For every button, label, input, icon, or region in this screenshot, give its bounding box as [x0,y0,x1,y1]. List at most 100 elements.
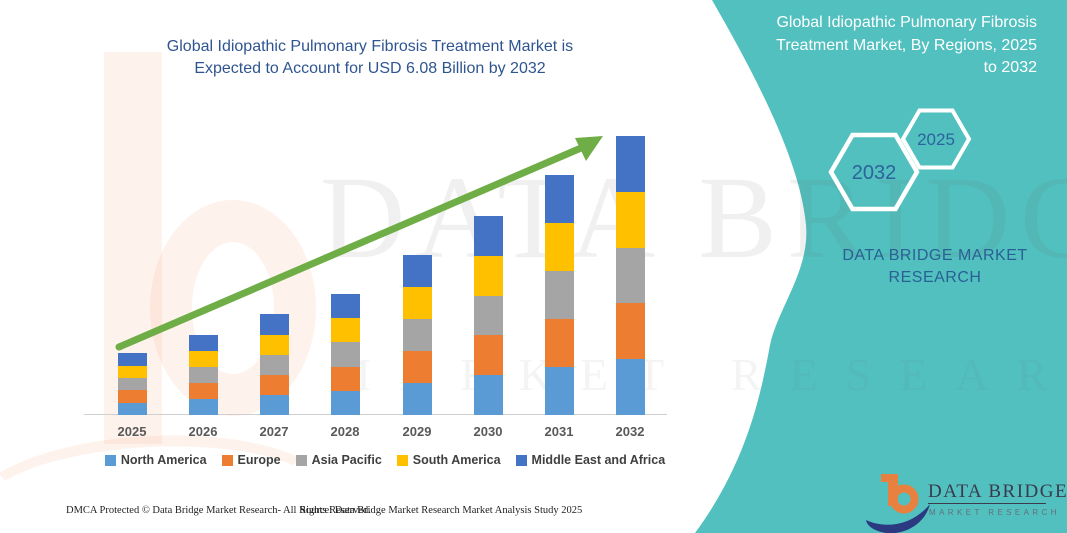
legend-label: South America [412,453,501,467]
segment-south-america-2026 [188,351,218,367]
segment-asia-pacific-2025 [117,377,147,391]
x-axis-label-2031: 2031 [544,424,574,439]
segment-south-america-2025 [117,365,147,378]
x-axis-line [84,414,667,415]
segment-europe-2026 [188,382,218,399]
segment-europe-2030 [473,335,503,376]
legend-item-europe: Europe [221,453,281,467]
bar-2027 [259,314,289,415]
segment-middle-east-and-africa-2029 [402,255,432,288]
legend-swatch-icon [515,454,527,466]
segment-asia-pacific-2030 [473,295,503,336]
legend-swatch-icon [295,454,307,466]
panel-title: Global Idiopathic Pulmonary Fibrosis Tre… [710,12,1037,80]
legend-label: Asia Pacific [311,453,382,467]
bar-2026 [188,335,218,415]
logo-title-text: DATA BRIDGE [928,481,1067,502]
segment-europe-2029 [402,351,432,383]
brand-text: DATA BRIDGE MARKET RESEARCH [785,245,1067,289]
panel-title-line1: Global Idiopathic Pulmonary Fibrosis [776,14,1037,31]
legend-swatch-icon [104,454,116,466]
hexagon-2025-icon [900,108,972,170]
logo-swoosh-icon [866,504,930,533]
chart-title-line2: Expected to Account for USD 6.08 Billion… [194,60,546,77]
segment-middle-east-and-africa-2026 [188,335,218,351]
bar-2030 [473,216,503,415]
chart-title: Global Idiopathic Pulmonary Fibrosis Tre… [128,36,612,80]
segment-europe-2031 [544,319,574,367]
segment-asia-pacific-2031 [544,271,574,320]
segment-south-america-2029 [402,287,432,320]
x-axis-label-2027: 2027 [259,424,289,439]
legend-swatch-icon [221,454,233,466]
x-axis-label-2026: 2026 [188,424,218,439]
legend-label: Middle East and Africa [531,453,666,467]
bar-2029 [402,255,432,415]
segment-europe-2032 [615,303,645,360]
segment-south-america-2030 [473,255,503,296]
segment-north-america-2026 [188,398,218,415]
segment-middle-east-and-africa-2027 [259,314,289,335]
segment-north-america-2032 [615,359,645,415]
segment-asia-pacific-2026 [188,366,218,383]
segment-north-america-2027 [259,394,289,415]
hexagon-2025-label: 2025 [917,130,955,149]
segment-asia-pacific-2029 [402,319,432,351]
legend-label: North America [120,453,207,467]
bar-2031 [544,175,574,415]
panel-title-line2: Treatment Market, By Regions, 2025 [776,36,1037,54]
segment-asia-pacific-2027 [259,354,289,375]
segment-middle-east-and-africa-2025 [117,353,147,366]
logo-b-bowl [889,484,919,514]
teal-panel-path [695,0,1067,533]
x-axis-label-2025: 2025 [117,424,147,439]
segment-europe-2027 [259,374,289,395]
trend-arrow-head-icon [575,136,603,161]
panel-title-line3: to 2032 [983,59,1037,76]
legend-swatch-icon [396,454,408,466]
brand-text-line2: RESEARCH [888,269,982,286]
segment-middle-east-and-africa-2032 [615,136,645,192]
segment-north-america-2025 [117,402,147,415]
bar-2028 [330,293,360,415]
hexagon-2032-label: 2032 [852,162,897,184]
brand-text-line1: DATA BRIDGE MARKET [842,247,1028,264]
legend-item-asia-pacific: Asia Pacific [295,453,382,467]
x-axis-label-2030: 2030 [473,424,503,439]
segment-europe-2028 [330,366,360,391]
bar-2025 [117,353,147,415]
legend-item-middle-east-and-africa: Middle East and Africa [515,453,666,467]
hexagon-2032-icon [828,132,920,212]
logo-subtitle-text: MARKET RESEARCH [929,508,1060,517]
segment-north-america-2031 [544,367,574,415]
segment-middle-east-and-africa-2031 [544,175,574,224]
legend-item-south-america: South America [396,453,501,467]
x-axis-label-2028: 2028 [330,424,360,439]
segment-asia-pacific-2032 [615,247,645,304]
chart-title-line1: Global Idiopathic Pulmonary Fibrosis Tre… [166,38,574,55]
segment-europe-2025 [117,390,147,403]
segment-asia-pacific-2028 [330,342,360,367]
segment-north-america-2030 [473,375,503,415]
segment-middle-east-and-africa-2028 [330,293,360,319]
segment-north-america-2029 [402,382,432,415]
trend-arrow-line [115,144,585,351]
segment-north-america-2028 [330,390,360,415]
logo-b-hook [881,474,890,482]
legend-item-north-america: North America [104,453,207,467]
footer-dmca-text: DMCA Protected © Data Bridge Market Rese… [66,505,371,516]
segment-middle-east-and-africa-2030 [473,216,503,256]
chart-legend: North America Europe Asia Pacific South Ame… [85,453,685,467]
bar-2032 [615,136,645,415]
segment-south-america-2028 [330,318,360,343]
segment-south-america-2027 [259,334,289,355]
x-axis-label-2029: 2029 [402,424,432,439]
x-axis-label-2032: 2032 [615,424,645,439]
segment-south-america-2031 [544,223,574,272]
segment-south-america-2032 [615,191,645,248]
